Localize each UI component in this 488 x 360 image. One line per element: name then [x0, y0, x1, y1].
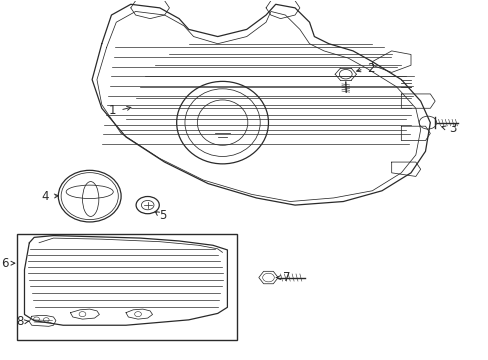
- Bar: [17, 234, 237, 339]
- Text: 1: 1: [108, 104, 116, 117]
- Text: 2: 2: [367, 62, 374, 75]
- Text: 3: 3: [449, 122, 456, 135]
- Text: 5: 5: [159, 209, 166, 222]
- Text: 8: 8: [16, 315, 23, 328]
- Text: 7: 7: [283, 271, 290, 284]
- Text: 6: 6: [1, 257, 9, 270]
- Text: 4: 4: [41, 190, 48, 203]
